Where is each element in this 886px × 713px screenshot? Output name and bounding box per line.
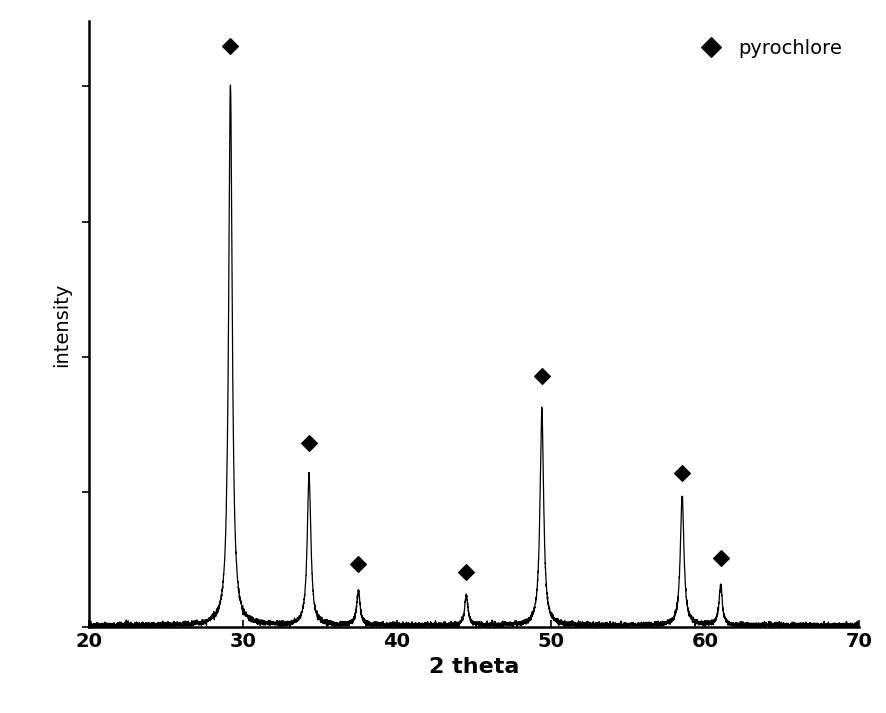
X-axis label: 2 theta: 2 theta — [429, 657, 519, 677]
Legend: pyrochlore: pyrochlore — [684, 31, 850, 66]
Y-axis label: intensity: intensity — [52, 282, 71, 366]
